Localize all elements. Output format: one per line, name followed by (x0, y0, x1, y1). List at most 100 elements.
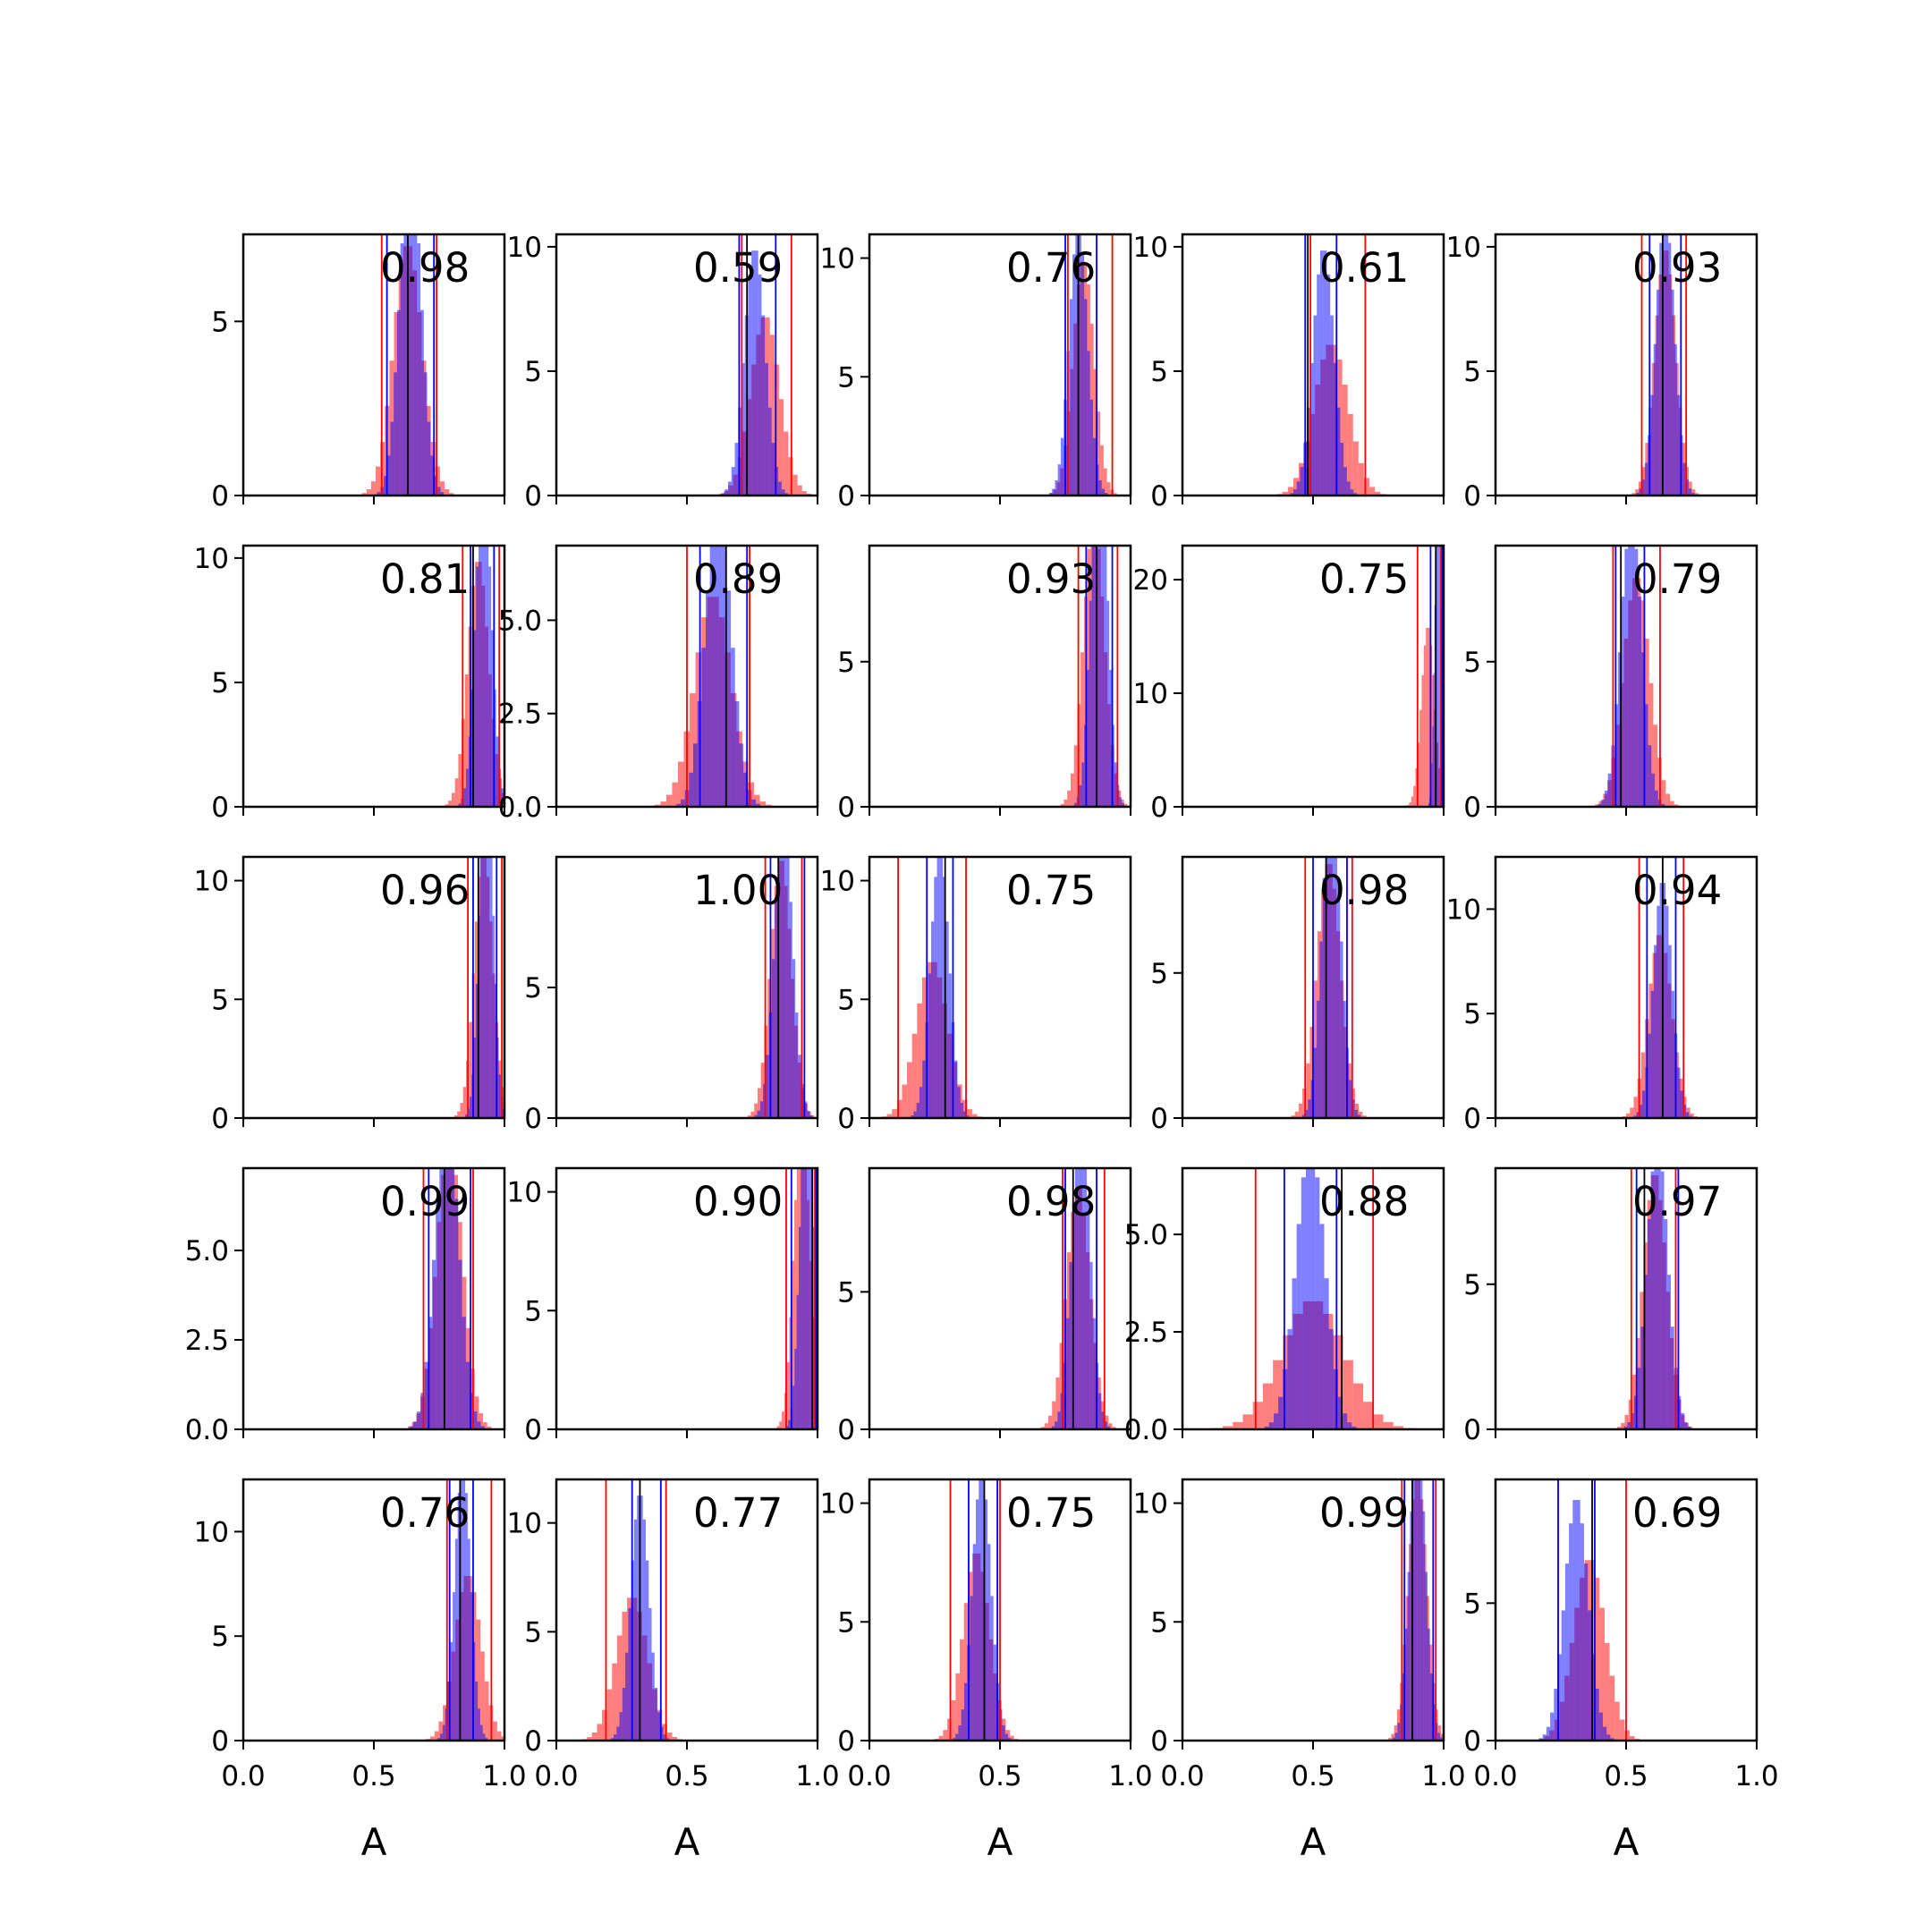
hist-bar-b (478, 1708, 480, 1741)
hist-bar-b (706, 590, 710, 807)
hist-bar-b (754, 1114, 758, 1118)
hist-bar-b (1429, 1673, 1433, 1741)
hist-bar-a (443, 1705, 447, 1741)
hist-bar-b (771, 959, 775, 1118)
hist-bar-b (1688, 488, 1692, 496)
hist-bar-b (1340, 443, 1344, 496)
hist-bar-b (610, 1738, 614, 1741)
hist-bar-a (789, 1317, 792, 1429)
hist-bar-a (1621, 1422, 1625, 1429)
hist-bar-a (1359, 1111, 1363, 1118)
hist-bar-b (645, 1560, 649, 1741)
hist-bar-a (1594, 1577, 1600, 1741)
y-tick-label: 0 (524, 1103, 542, 1135)
hist-bar-a (921, 977, 928, 1118)
y-tick-label: 0 (1463, 1725, 1481, 1758)
hist-bar-b (1546, 1726, 1551, 1741)
hist-bar-b (1572, 1499, 1577, 1741)
hist-bar-a (962, 1099, 968, 1118)
hist-bar-b (709, 546, 715, 807)
hist-bar-a (672, 782, 678, 807)
hist-bar-b (1417, 1479, 1420, 1741)
hist-bar-b (1428, 1628, 1430, 1741)
hist-bar-b (1668, 945, 1672, 1118)
panel-value-label: 0.93 (1006, 555, 1096, 603)
hist-bar-a (375, 466, 381, 496)
hist-bar-b (1440, 1737, 1443, 1741)
hist-bar-b (1092, 1318, 1096, 1429)
hist-bar-b (963, 1682, 968, 1741)
hist-bar-a (434, 1731, 439, 1741)
y-tick-label: 10 (820, 243, 855, 275)
y-tick-label: 5 (1150, 958, 1168, 990)
hist-bar-b (1657, 1168, 1661, 1429)
x-axis-label: A (674, 1820, 700, 1864)
hist-bar-b (721, 493, 725, 496)
hist-bar-b (1072, 254, 1076, 496)
hist-bar-a (1358, 462, 1364, 496)
hist-bar-b (1660, 1171, 1665, 1429)
hist-bar-b (485, 1737, 488, 1741)
hist-bar-b (1657, 905, 1660, 1118)
hist-bar-b (1340, 941, 1343, 1118)
panel-value-label: 0.90 (693, 1178, 783, 1225)
hist-bar-b (919, 1087, 923, 1118)
hist-bar-a (896, 1099, 902, 1118)
hist-bar-b (465, 1114, 468, 1118)
panel-3-4: 050.98 (1150, 855, 1445, 1135)
hist-bar-b (1636, 492, 1640, 496)
hist-bar-b (1665, 234, 1669, 496)
hist-bar-a (782, 1411, 784, 1429)
hist-bar-b (1639, 1105, 1642, 1118)
hist-bar-b (440, 1733, 443, 1741)
y-tick-label: 5 (211, 306, 229, 338)
panel-3-3: 0 5 10 0.75 (820, 855, 1132, 1135)
hist-bar-a (794, 1199, 797, 1429)
hist-bar-b (469, 1393, 474, 1429)
y-tick-label: 0 (1150, 792, 1168, 824)
hist-bar-b (442, 1724, 445, 1741)
hist-bar-b (1055, 1421, 1058, 1429)
hist-bar-b (778, 481, 782, 496)
hist-bar-b (1325, 857, 1329, 1118)
hist-bar-b (741, 362, 745, 496)
hist-bar-b (1636, 1112, 1640, 1118)
hist-bar-b (1080, 254, 1085, 496)
hist-bar-b (1432, 726, 1434, 807)
hist-bar-b (1109, 670, 1112, 807)
y-tick-label: 5.0 (1124, 1219, 1168, 1251)
hist-bar-b (1644, 462, 1648, 496)
hist-bar-b (928, 973, 932, 1118)
panel-4-3: 050.98 (837, 1166, 1132, 1446)
hist-bar-b (1347, 1422, 1352, 1429)
hist-bar-b (488, 566, 492, 807)
hist-bar-a (1695, 493, 1699, 496)
hist-bar-a (602, 1709, 607, 1741)
hist-bar-a (1040, 1427, 1045, 1429)
hist-bar-a (370, 481, 376, 496)
hist-bar-b (759, 1101, 764, 1118)
y-tick-label: 5.0 (185, 1235, 229, 1267)
hist-bar-a (430, 1736, 435, 1741)
hist-bar-b (463, 788, 467, 807)
hist-bar-a (1292, 478, 1299, 496)
hist-bar-a (487, 1426, 492, 1429)
hist-bar-a (1628, 1399, 1632, 1429)
hist-bar-a (1052, 1401, 1056, 1429)
hist-bar-b (619, 1712, 623, 1741)
hist-bar-b (1677, 1395, 1682, 1429)
hist-bar-b (1278, 1396, 1284, 1429)
panel-value-label: 0.81 (380, 555, 470, 603)
hist-bar-a (597, 1724, 603, 1741)
hist-bar-a (1252, 1402, 1263, 1429)
hist-bar-a (1373, 1414, 1384, 1429)
hist-bar-b (458, 1259, 462, 1429)
hist-bar-b (1114, 762, 1117, 807)
x-tick-label: 0.0 (1473, 1760, 1517, 1792)
x-axis-label: A (1614, 1820, 1640, 1864)
hist-bar-b (412, 1421, 418, 1429)
hist-bar-a (464, 674, 469, 807)
hist-bar-b (1665, 905, 1669, 1118)
hist-bar-b (689, 772, 694, 807)
hist-bar-b (633, 1519, 638, 1741)
